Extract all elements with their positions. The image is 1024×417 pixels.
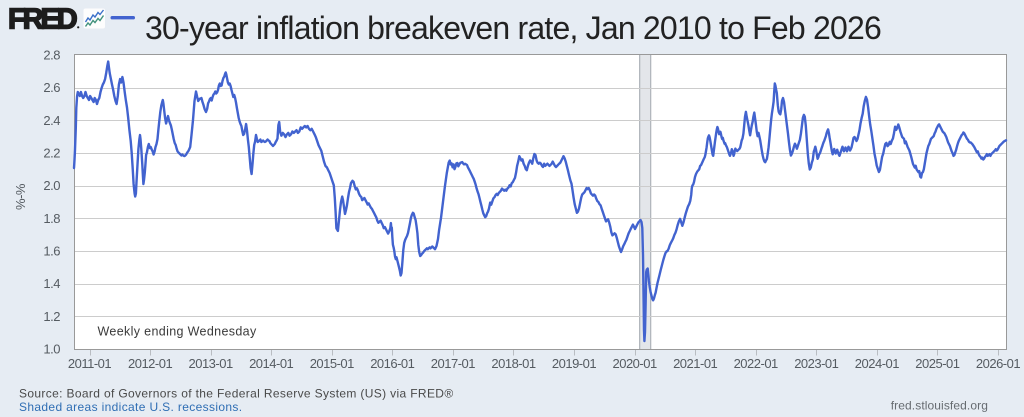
svg-text:Shaded areas indicate U.S. rec: Shaded areas indicate U.S. recessions.	[19, 400, 242, 414]
svg-text:fred.stlouisfed.org: fred.stlouisfed.org	[891, 399, 988, 413]
svg-text:2021-01: 2021-01	[673, 356, 717, 371]
svg-text:2.2: 2.2	[43, 146, 60, 161]
svg-text:2015-01: 2015-01	[310, 356, 354, 371]
svg-text:Source: Board of Governors of: Source: Board of Governors of the Federa…	[19, 387, 454, 401]
svg-text:1.6: 1.6	[43, 244, 60, 259]
svg-text:2025-01: 2025-01	[915, 356, 959, 371]
svg-text:FRED: FRED	[8, 4, 77, 36]
svg-text:1.2: 1.2	[43, 309, 60, 324]
svg-text:2017-01: 2017-01	[431, 356, 475, 371]
svg-text:2011-01: 2011-01	[68, 356, 112, 371]
svg-text:1.4: 1.4	[43, 276, 60, 291]
svg-text:2013-01: 2013-01	[188, 356, 232, 371]
svg-text:%-%: %-%	[13, 183, 28, 210]
svg-text:Weekly ending Wednesday: Weekly ending Wednesday	[98, 325, 257, 339]
svg-text:2.0: 2.0	[43, 178, 60, 193]
svg-text:2020-01: 2020-01	[612, 356, 656, 371]
svg-text:2012-01: 2012-01	[128, 356, 172, 371]
svg-text:2.6: 2.6	[43, 80, 60, 95]
svg-text:2016-01: 2016-01	[370, 356, 414, 371]
svg-text:2026-01: 2026-01	[976, 356, 1020, 371]
svg-text:2019-01: 2019-01	[552, 356, 596, 371]
svg-text:2018-01: 2018-01	[491, 356, 535, 371]
svg-text:30-year inflation breakeven ra: 30-year inflation breakeven rate, Jan 20…	[145, 10, 881, 46]
svg-text:2023-01: 2023-01	[794, 356, 838, 371]
svg-text:1.8: 1.8	[43, 211, 60, 226]
svg-text:2022-01: 2022-01	[734, 356, 778, 371]
svg-text:2014-01: 2014-01	[249, 356, 293, 371]
svg-text:1.0: 1.0	[43, 342, 60, 357]
svg-text:2.4: 2.4	[43, 113, 60, 128]
svg-text:2024-01: 2024-01	[855, 356, 899, 371]
svg-text:2.8: 2.8	[43, 48, 60, 63]
